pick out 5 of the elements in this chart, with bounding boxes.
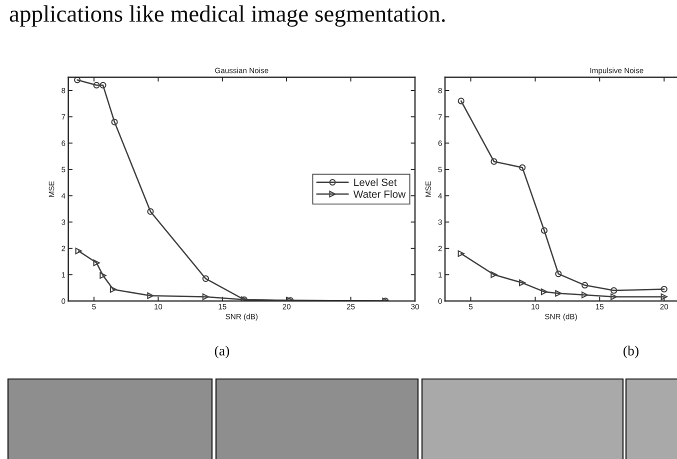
text: (a) bbox=[214, 346, 230, 358]
legend-label: Level Set bbox=[354, 178, 397, 186]
legend-label: Water Flow bbox=[353, 190, 406, 198]
text: applications like medical image segmentation. bbox=[10, 5, 445, 27]
text: (b) bbox=[624, 346, 638, 358]
